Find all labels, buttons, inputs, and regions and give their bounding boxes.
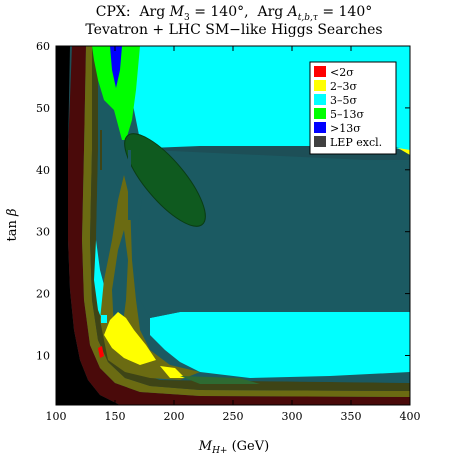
y-tick-label: 10 <box>36 349 50 362</box>
y-tick-label: 30 <box>36 226 50 239</box>
y-tick-label: 60 <box>36 40 50 53</box>
y-tick-label: 40 <box>36 164 50 177</box>
region-olive-lobe-dark <box>112 230 128 330</box>
region-blue <box>110 46 122 88</box>
x-tick-label: 350 <box>341 410 362 423</box>
legend-label: <2σ <box>330 66 354 79</box>
legend-swatch <box>314 122 326 133</box>
region-teal-upper-band <box>134 150 410 318</box>
x-tick-label: 300 <box>282 410 303 423</box>
chart-title-line1: CPX: Arg M3 = 140°, Arg At,b,τ = 140° <box>95 4 373 23</box>
legend-swatch <box>314 80 326 91</box>
region-yellow-small <box>160 366 185 378</box>
x-axis-title: MH+ (GeV) <box>198 439 269 456</box>
y-tick-label: 20 <box>36 288 50 301</box>
region-streak-2 <box>100 130 102 170</box>
region-green-ellipse <box>124 133 206 227</box>
legend-label: 3–5σ <box>330 94 357 107</box>
legend-swatch <box>314 108 326 119</box>
legend-swatch <box>314 66 326 77</box>
x-tick-label: 200 <box>164 410 185 423</box>
chart-title-line2: Tevatron + LHC SM−like Higgs Searches <box>85 22 383 38</box>
region-red <box>98 346 104 358</box>
y-axis: 10 20 30 40 50 60 <box>36 40 410 362</box>
y-axis-title: tan β <box>5 209 20 242</box>
x-tick-label: 150 <box>105 410 126 423</box>
region-green-bottom-strip <box>180 376 260 384</box>
legend-swatch <box>314 94 326 105</box>
x-tick-label: 400 <box>400 410 421 423</box>
region-cyan-left <box>94 240 116 325</box>
region-yellow-right <box>398 148 410 155</box>
region-cyan-lower <box>150 312 410 378</box>
region-green-column <box>92 46 140 140</box>
region-yellow <box>104 312 156 365</box>
legend-label: LEP excl. <box>330 136 382 149</box>
y-tick-label: 50 <box>36 102 50 115</box>
region-cyan-notch <box>101 315 107 323</box>
region-streak-1 <box>128 150 131 220</box>
legend-swatch <box>314 136 326 147</box>
legend-label: 2–3σ <box>330 80 357 93</box>
x-tick-label: 100 <box>46 410 67 423</box>
legend-label: 5–13σ <box>330 108 364 121</box>
legend-label: >13σ <box>330 122 361 135</box>
x-axis: 100 150 200 250 300 350 400 <box>46 46 421 423</box>
x-tick-label: 250 <box>223 410 244 423</box>
